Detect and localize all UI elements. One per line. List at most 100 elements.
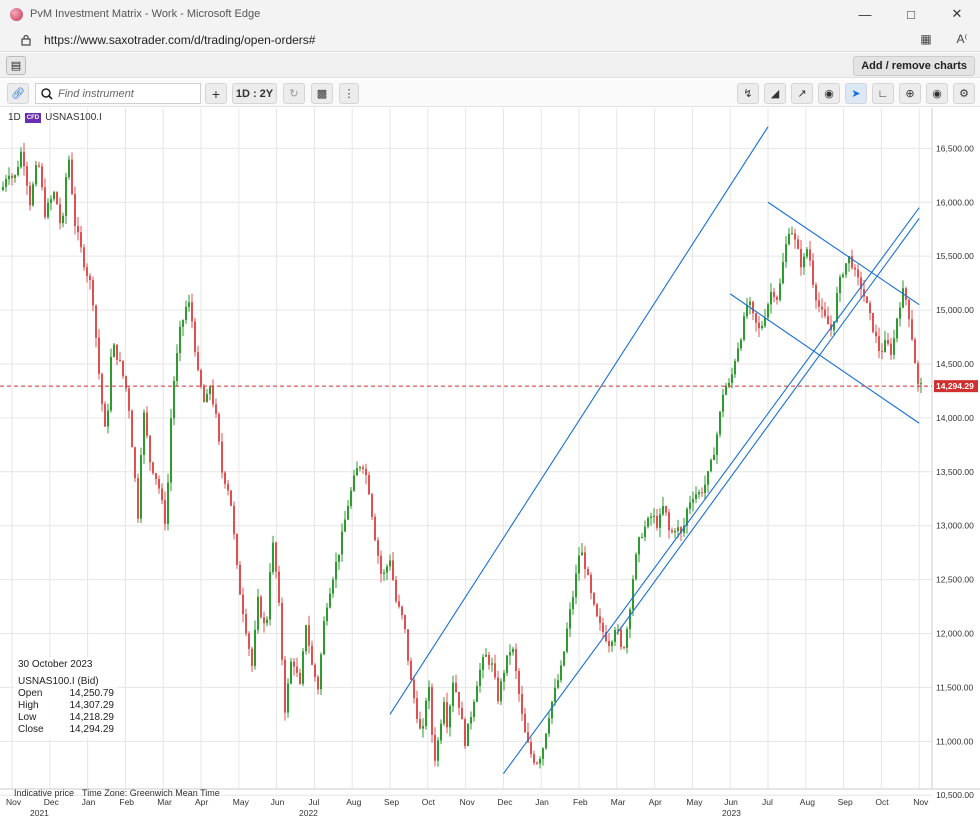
candle-body bbox=[674, 530, 676, 533]
candle-body bbox=[368, 475, 370, 495]
candle-body bbox=[473, 701, 475, 718]
candle-body bbox=[41, 166, 43, 188]
candle-body bbox=[563, 651, 565, 666]
maximize-button[interactable]: □ bbox=[907, 6, 915, 22]
candle-body bbox=[890, 343, 892, 355]
candle-body bbox=[335, 561, 337, 580]
refresh-icon[interactable]: ↻ bbox=[283, 83, 305, 104]
candle-body bbox=[284, 659, 286, 713]
instrument-search[interactable] bbox=[35, 83, 201, 104]
candle-body bbox=[641, 537, 643, 539]
candle-body bbox=[362, 467, 364, 469]
candle-body bbox=[584, 552, 586, 570]
search-icon bbox=[41, 87, 53, 100]
indicator-icon[interactable]: ∟ bbox=[872, 83, 894, 104]
candle-body bbox=[134, 447, 136, 479]
candle-body bbox=[611, 641, 613, 647]
read-aloud-icon[interactable]: A⁽ bbox=[956, 32, 968, 46]
candle-body bbox=[227, 483, 229, 491]
y-tick-label: 12,500.00 bbox=[936, 575, 974, 585]
candle-body bbox=[479, 669, 481, 686]
candle-body bbox=[530, 742, 532, 755]
price-chart[interactable]: 10,500.00 11,000.00 11,500.00 12,000.00 12,5… bbox=[0, 108, 980, 819]
apps-icon[interactable]: ▦ bbox=[920, 32, 932, 46]
candle-body bbox=[131, 410, 133, 448]
search-input[interactable] bbox=[56, 86, 191, 101]
candle-body bbox=[554, 687, 556, 702]
draw-line-icon[interactable]: ↗ bbox=[791, 83, 813, 104]
link-icon[interactable]: 🔗︎ bbox=[7, 83, 29, 104]
settings-gear-icon[interactable]: ⚙ bbox=[953, 83, 975, 104]
area-chart-icon[interactable]: ◢ bbox=[764, 83, 786, 104]
workspace-menu-icon[interactable]: ▤ bbox=[6, 56, 26, 75]
candle-body bbox=[440, 723, 442, 741]
candle-body bbox=[815, 284, 817, 301]
wedge-top bbox=[767, 201, 920, 306]
candle-body bbox=[29, 185, 31, 206]
candle-body bbox=[50, 199, 52, 203]
candle-body bbox=[317, 676, 319, 690]
candle-body bbox=[851, 256, 853, 268]
x-tick-label: Nov bbox=[460, 797, 476, 807]
y-tick-label: 15,500.00 bbox=[936, 251, 974, 261]
candle-body bbox=[863, 289, 865, 297]
chart-area[interactable]: 10,500.00 11,000.00 11,500.00 12,000.00 12,5… bbox=[0, 108, 980, 819]
candle-body bbox=[911, 319, 913, 340]
candle-body bbox=[236, 534, 238, 565]
candle-body bbox=[62, 215, 64, 224]
candle-body bbox=[842, 274, 844, 277]
candle-body bbox=[356, 468, 358, 476]
chart-toolbar: 🔗︎ + 1D : 2Y ↻ ▩ ⋮ ↯ ◢ ↗ ◉ ➤ ∟ ⊕ ◉ ⚙ bbox=[0, 80, 980, 107]
candle-body bbox=[353, 475, 355, 491]
eye-icon[interactable]: ◉ bbox=[818, 83, 840, 104]
more-options-icon[interactable]: ⋮ bbox=[339, 83, 359, 104]
candle-body bbox=[881, 351, 883, 353]
candle-body bbox=[914, 339, 916, 364]
candle-body bbox=[323, 621, 325, 655]
candle-body bbox=[899, 307, 901, 319]
candle-body bbox=[314, 664, 316, 677]
candle-body bbox=[668, 512, 670, 531]
cfd-badge: CFD bbox=[24, 112, 42, 123]
candle-body bbox=[443, 702, 445, 724]
candle-body bbox=[344, 519, 346, 532]
candle-body bbox=[86, 267, 88, 276]
candle-body bbox=[137, 478, 139, 519]
candle-body bbox=[92, 280, 94, 306]
candle-body bbox=[491, 663, 493, 665]
url-text[interactable]: https://www.saxotrader.com/d/trading/ope… bbox=[44, 32, 316, 47]
chart-footnote: Indicative price Time Zone: Greenwich Me… bbox=[14, 788, 220, 798]
x-tick-label: Jun bbox=[724, 797, 738, 807]
x-tick-label: Apr bbox=[649, 797, 662, 807]
x-tick-label: Jan bbox=[535, 797, 549, 807]
candle-body bbox=[569, 609, 571, 629]
candle-body bbox=[587, 569, 589, 575]
candle-body bbox=[806, 249, 808, 257]
candle-body bbox=[761, 325, 763, 329]
candle-body bbox=[239, 564, 241, 595]
camera-icon[interactable]: ◉ bbox=[926, 83, 948, 104]
candle-body bbox=[578, 555, 580, 574]
x-tick-label: May bbox=[686, 797, 703, 807]
candle-body bbox=[47, 202, 49, 218]
add-remove-charts-button[interactable]: Add / remove charts bbox=[853, 56, 975, 76]
minimize-button[interactable]: — bbox=[858, 6, 872, 22]
instrument-label: 1D CFD USNAS100.I bbox=[8, 112, 102, 123]
x-tick-label: Jul bbox=[762, 797, 773, 807]
candle-body bbox=[527, 732, 529, 743]
candle-body bbox=[671, 530, 673, 533]
candle-body bbox=[71, 159, 73, 195]
chart-type-icon[interactable]: ▩ bbox=[311, 83, 333, 104]
cursor-icon[interactable]: ➤ bbox=[845, 83, 867, 104]
candle-body bbox=[266, 619, 268, 624]
close-button[interactable]: ✕ bbox=[951, 6, 963, 21]
candle-body bbox=[374, 516, 376, 541]
add-instrument-button[interactable]: + bbox=[205, 83, 227, 104]
candle-body bbox=[14, 175, 16, 178]
period-selector[interactable]: 1D : 2Y bbox=[232, 83, 277, 104]
candle-body bbox=[305, 625, 307, 652]
candle-body bbox=[311, 645, 313, 665]
zoom-icon[interactable]: ⊕ bbox=[899, 83, 921, 104]
x-tick-label: Nov bbox=[913, 797, 929, 807]
candles-icon[interactable]: ↯ bbox=[737, 83, 759, 104]
